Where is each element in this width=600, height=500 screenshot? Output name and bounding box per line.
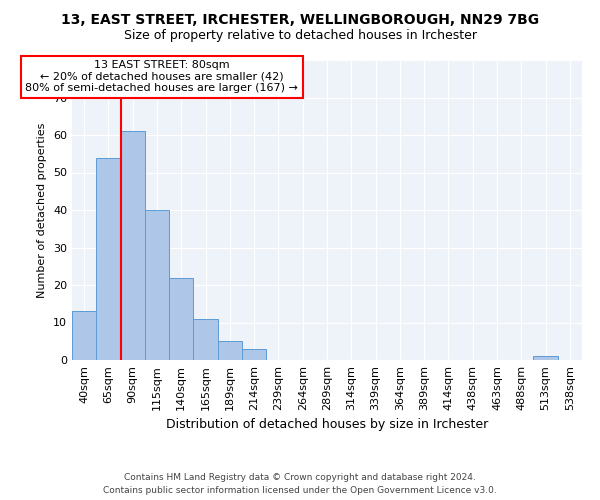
Bar <box>242 349 266 360</box>
Bar <box>145 210 169 360</box>
Bar <box>121 131 145 360</box>
Bar <box>193 319 218 360</box>
Bar <box>72 311 96 360</box>
Text: Contains HM Land Registry data © Crown copyright and database right 2024.
Contai: Contains HM Land Registry data © Crown c… <box>103 474 497 495</box>
X-axis label: Distribution of detached houses by size in Irchester: Distribution of detached houses by size … <box>166 418 488 432</box>
Text: Size of property relative to detached houses in Irchester: Size of property relative to detached ho… <box>124 29 476 42</box>
Text: 13 EAST STREET: 80sqm
← 20% of detached houses are smaller (42)
80% of semi-deta: 13 EAST STREET: 80sqm ← 20% of detached … <box>25 60 298 94</box>
Text: 13, EAST STREET, IRCHESTER, WELLINGBOROUGH, NN29 7BG: 13, EAST STREET, IRCHESTER, WELLINGBOROU… <box>61 12 539 26</box>
Y-axis label: Number of detached properties: Number of detached properties <box>37 122 47 298</box>
Bar <box>96 158 121 360</box>
Bar <box>533 356 558 360</box>
Bar <box>169 278 193 360</box>
Bar <box>218 341 242 360</box>
